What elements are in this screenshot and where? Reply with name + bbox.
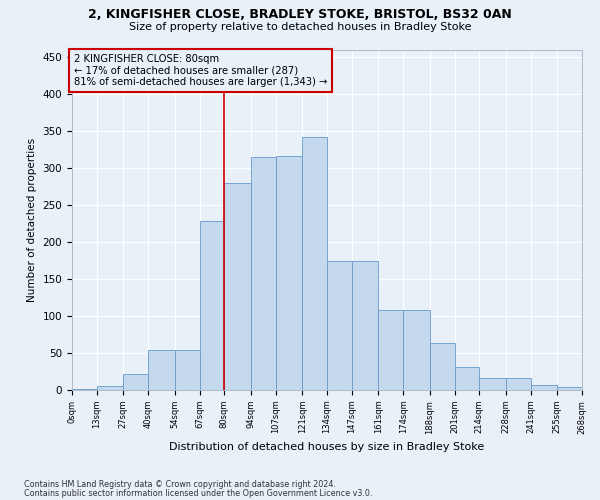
Bar [530,385,557,390]
Text: Contains HM Land Registry data © Crown copyright and database right 2024.: Contains HM Land Registry data © Crown c… [24,480,336,489]
Bar [479,378,506,390]
Bar [352,260,379,390]
Bar [379,310,403,390]
Bar [97,386,124,390]
Bar [251,157,275,390]
Y-axis label: Number of detached properties: Number of detached properties [27,138,37,302]
Text: 2, KINGFISHER CLOSE, BRADLEY STOKE, BRISTOL, BS32 0AN: 2, KINGFISHER CLOSE, BRADLEY STOKE, BRIS… [88,8,512,20]
Text: 2 KINGFISHER CLOSE: 80sqm
← 17% of detached houses are smaller (287)
81% of semi: 2 KINGFISHER CLOSE: 80sqm ← 17% of detac… [74,54,327,87]
Bar [224,183,251,390]
Bar [175,350,199,390]
Bar [275,156,302,390]
Bar [455,367,479,390]
Text: Size of property relative to detached houses in Bradley Stoke: Size of property relative to detached ho… [129,22,471,32]
X-axis label: Distribution of detached houses by size in Bradley Stoke: Distribution of detached houses by size … [169,442,485,452]
Bar [327,260,352,390]
Bar [199,220,224,390]
Bar [302,137,327,390]
Bar [557,387,582,390]
Bar [72,388,97,390]
Bar [430,344,455,390]
Bar [124,374,148,390]
Text: Contains public sector information licensed under the Open Government Licence v3: Contains public sector information licen… [24,488,373,498]
Bar [403,310,430,390]
Bar [506,378,530,390]
Bar [148,350,175,390]
